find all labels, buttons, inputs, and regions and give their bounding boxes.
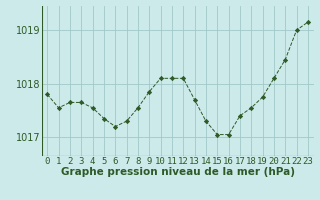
X-axis label: Graphe pression niveau de la mer (hPa): Graphe pression niveau de la mer (hPa) xyxy=(60,167,295,177)
